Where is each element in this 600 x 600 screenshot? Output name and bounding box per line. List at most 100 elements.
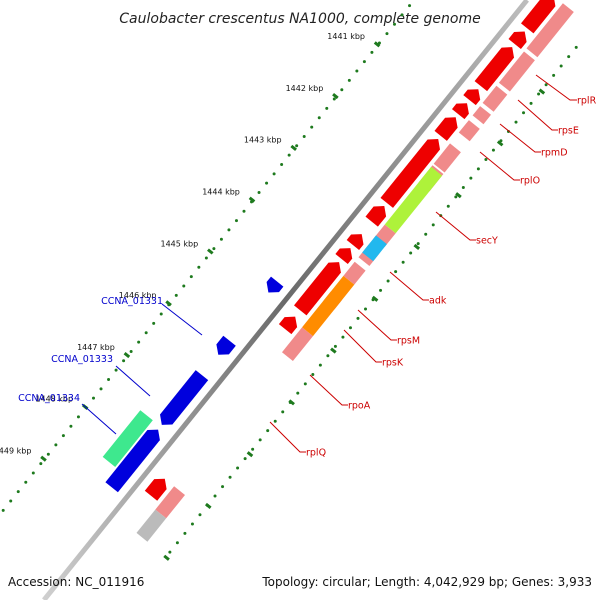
cds-green: [102, 410, 153, 467]
gene-label-rplO: rplO: [520, 176, 540, 187]
outer-dot: [574, 45, 578, 49]
tick-label: 1441 kbp: [327, 32, 365, 41]
outer-dot: [386, 279, 390, 283]
tick-major-outer: [163, 554, 170, 561]
outer-dot: [364, 307, 368, 311]
callout-line-rpsM: [357, 309, 397, 341]
inner-dot: [1, 508, 5, 512]
inner-dot: [46, 452, 50, 456]
inner-dot: [295, 144, 299, 148]
inner-dot: [24, 480, 28, 484]
outer-dot: [198, 513, 202, 517]
inner-dot: [219, 237, 223, 241]
inner-dot: [122, 359, 126, 363]
outer-dot: [273, 419, 277, 423]
gene-label-rpsE: rpsE: [558, 126, 579, 137]
inner-dot: [408, 4, 412, 8]
gene-label-secY: secY: [476, 236, 498, 247]
inner-dot: [144, 331, 148, 335]
outer-dot: [318, 363, 322, 367]
callout-line-rplO: [479, 151, 520, 181]
tick-major-inner: [207, 248, 214, 255]
cds-red: [278, 316, 298, 335]
inner-dot: [129, 349, 133, 353]
outer-dot: [243, 457, 247, 461]
callout-line-rpmD: [499, 123, 541, 153]
inner-dot: [347, 78, 351, 82]
tick-major-outer: [371, 295, 379, 302]
outer-dot: [356, 316, 360, 320]
feature-tracks: [102, 0, 574, 542]
inner-dot: [392, 22, 396, 26]
map-title: Caulobacter crescentus NA1000, complete …: [119, 11, 480, 27]
outer-dot: [394, 270, 398, 274]
gene-label-adk: adk: [429, 296, 447, 307]
outer-dot: [476, 167, 480, 171]
gene-label-CCNA_01333: CCNA_01333: [51, 354, 113, 365]
outer-dot: [333, 344, 337, 348]
tick-label: 1443 kbp: [244, 136, 282, 145]
tick-major-outer: [246, 451, 254, 458]
outer-dot: [281, 410, 285, 414]
outer-dot: [251, 447, 255, 451]
inner-dot: [114, 368, 118, 372]
cds-red: [521, 0, 556, 34]
tick-major-outer: [538, 88, 546, 95]
outer-dot: [258, 438, 262, 442]
outer-dot: [228, 475, 232, 479]
inner-dot: [370, 50, 374, 54]
inner-dot: [280, 162, 284, 166]
cds-blue-1331: [266, 276, 284, 293]
gene-pink: [482, 85, 508, 112]
outer-dot: [544, 83, 548, 87]
outer-dot: [326, 354, 330, 358]
inner-dot: [69, 424, 73, 428]
gene-label-rpsM: rpsM: [397, 336, 420, 347]
cds-red: [346, 234, 364, 250]
callout-line-rplQ: [269, 421, 306, 453]
cds-red: [474, 47, 514, 92]
tick-label: 1444 kbp: [202, 188, 240, 197]
tick-major-outer: [288, 399, 295, 406]
outer-dot: [537, 92, 541, 96]
gene-label-CCNA_01331: CCNA_01331: [101, 296, 163, 307]
outer-dot: [221, 485, 225, 489]
outer-dot: [236, 466, 240, 470]
outer-dot: [379, 288, 383, 292]
outer-dot: [266, 429, 270, 433]
cds-red: [294, 262, 341, 316]
cds-red: [144, 478, 167, 501]
inner-dot: [189, 275, 193, 279]
tick-major-outer: [330, 347, 337, 354]
gene-pink: [498, 51, 535, 92]
gene-pink: [433, 143, 461, 173]
cds-blue-lower: [105, 429, 160, 493]
inner-dot: [182, 284, 186, 288]
callout-line-CCNA_01333: [115, 365, 151, 397]
feature-grey: [136, 509, 167, 542]
outer-dot: [567, 55, 571, 59]
gene-pink: [155, 486, 185, 519]
tick-major-inner: [290, 144, 297, 151]
callout-line-rpsK: [343, 329, 382, 363]
outer-dot: [175, 541, 179, 545]
inner-dot: [242, 209, 246, 213]
gene-label-rpsK: rpsK: [382, 358, 404, 369]
inner-dot: [400, 13, 404, 17]
inner-dot: [287, 153, 291, 157]
callout-line-adk: [389, 271, 429, 301]
inner-dot: [340, 88, 344, 92]
tick-major-inner: [332, 93, 339, 100]
gene-pink: [458, 120, 480, 142]
tick-major-inner: [165, 300, 172, 307]
tick-label: 1448 kbp: [35, 395, 73, 404]
outer-dot: [416, 242, 420, 246]
outer-dot: [303, 382, 307, 386]
gene-pink: [282, 327, 313, 361]
gene-label-CCNA_01334: CCNA_01334: [18, 393, 80, 404]
cds-red: [335, 248, 353, 264]
outer-dot: [190, 522, 194, 526]
outer-dot: [552, 73, 556, 77]
inner-dot: [234, 219, 238, 223]
